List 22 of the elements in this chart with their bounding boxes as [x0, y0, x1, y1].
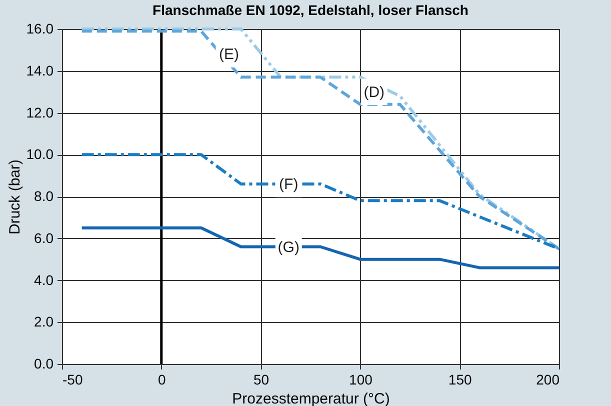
y-tick-label: 10.0	[26, 146, 54, 162]
y-tick-label: 4.0	[34, 272, 54, 288]
y-tick-label: 12.0	[26, 104, 54, 120]
x-tick-label: 100	[349, 372, 373, 388]
x-tick-label: 0	[158, 372, 166, 388]
chart-title: Flanschmaße EN 1092, Edelstahl, loser Flansch	[152, 2, 468, 18]
y-tick-label: 8.0	[34, 188, 54, 204]
annotation: (F)	[279, 176, 298, 193]
y-tick-label: 0.0	[34, 356, 54, 372]
x-tick-label: -50	[62, 372, 83, 388]
x-tick-label: 200	[536, 372, 560, 388]
annotation: (E)	[218, 46, 239, 64]
y-tick-label: 14.0	[26, 62, 54, 78]
annotation: (D)	[364, 84, 385, 101]
y-axis-title: Druck (bar)	[6, 159, 24, 235]
x-tick-label: 50	[254, 372, 270, 388]
y-tick-label: 16.0	[26, 20, 54, 36]
annotation: (G)	[278, 238, 300, 256]
y-tick-label: 6.0	[34, 230, 54, 246]
line-series	[80, 226, 560, 270]
x-tick-label: 150	[448, 372, 472, 388]
y-tick-label: 2.0	[34, 314, 54, 330]
